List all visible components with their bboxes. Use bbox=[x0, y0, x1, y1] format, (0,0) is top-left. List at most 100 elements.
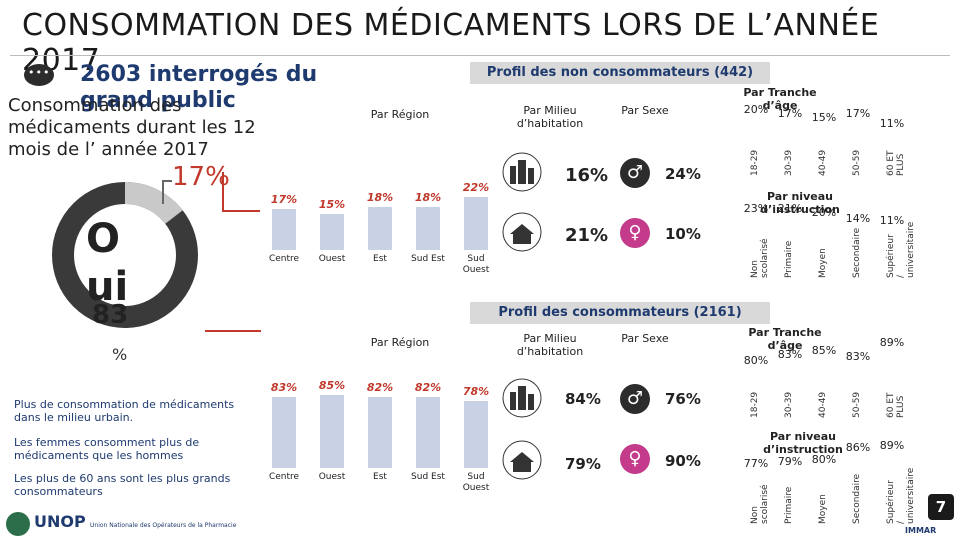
cons-region-title: Par Région bbox=[370, 336, 430, 349]
cons-female-value: 90% bbox=[665, 452, 701, 470]
cons-region-bar-label: Sud Est bbox=[411, 472, 445, 482]
non-region-bar-label: Centre bbox=[268, 254, 300, 264]
unop-logo bbox=[6, 512, 30, 536]
cons-region-bar bbox=[272, 396, 296, 468]
note-age: Les plus de 60 ans sont les plus grands … bbox=[14, 472, 231, 498]
oui-label: O ui bbox=[86, 216, 129, 310]
cons-region-bar bbox=[464, 400, 488, 468]
non-region-bar bbox=[416, 206, 440, 250]
non-region-bar-value: 18% bbox=[414, 190, 442, 204]
cons-age-value: 80% bbox=[743, 354, 769, 367]
cons-age-value: 83% bbox=[845, 350, 871, 363]
consumption-question: Consommation des médicaments durant les … bbox=[8, 95, 256, 160]
title-divider bbox=[10, 55, 950, 56]
cons-edu-label: Moyen bbox=[818, 494, 828, 524]
cons-urban-value: 84% bbox=[565, 390, 601, 408]
cons-age-value: 83% bbox=[777, 348, 803, 361]
chat-bubble-icon bbox=[24, 64, 54, 86]
non-region-bar-label: Sud Ouest bbox=[462, 254, 490, 275]
cons-edu-value: 80% bbox=[811, 453, 837, 466]
non-region-bar-value: 22% bbox=[462, 181, 490, 195]
non-region-bar-label: Est bbox=[373, 254, 387, 264]
female-symbol-icon: ♀ bbox=[620, 218, 650, 248]
non-male-value: 24% bbox=[665, 165, 701, 183]
non-rural-value: 21% bbox=[565, 225, 609, 246]
cons-region-bar bbox=[416, 397, 440, 468]
note-women: Les femmes consomment plus de médicament… bbox=[14, 436, 200, 462]
urban-city-icon bbox=[502, 152, 542, 192]
cons-age-label: 18-29 bbox=[750, 391, 760, 418]
non-edu-label: Supérieur / universitaire bbox=[886, 221, 916, 278]
rural-house-icon bbox=[502, 212, 542, 252]
urban-city-icon bbox=[502, 378, 542, 418]
non-age-label: 40-49 bbox=[818, 149, 828, 176]
cons-edu-value: 79% bbox=[777, 455, 803, 468]
cons-milieu-title: Par Milieu d’habitation bbox=[516, 332, 584, 358]
male-symbol-icon: ♂ bbox=[620, 384, 650, 414]
cons-age-value: 89% bbox=[879, 336, 905, 349]
non-age-label: 18-29 bbox=[750, 149, 760, 176]
callout-line-oui bbox=[205, 330, 261, 332]
cons-age-label: 40-49 bbox=[818, 391, 828, 418]
non-age-label: 50-59 bbox=[852, 149, 862, 176]
cons-edu-title: Par niveau d’instruction bbox=[763, 430, 843, 456]
non-edu-value: 14% bbox=[845, 212, 871, 225]
non-region-bar-label: Sud Est bbox=[411, 254, 445, 264]
cons-edu-value: 77% bbox=[743, 457, 769, 470]
non-region-bar bbox=[368, 206, 392, 250]
cons-region-bar-label: Centre bbox=[268, 472, 300, 482]
rural-house-icon bbox=[502, 440, 542, 480]
cons-region-bar-label: Ouest bbox=[318, 472, 346, 482]
non-edu-value: 23% bbox=[743, 202, 769, 215]
non-region-title: Par Région bbox=[370, 108, 430, 121]
non-edu-title: Par niveau d’instruction bbox=[760, 190, 840, 216]
cons-edu-label: Non scolarisé bbox=[750, 484, 770, 524]
non-region-bar bbox=[464, 197, 488, 250]
unop-logo-text: UNOP bbox=[34, 512, 86, 531]
donut-non-arc bbox=[124, 182, 183, 225]
male-symbol-icon: ♂ bbox=[620, 158, 650, 188]
cons-edu-label: Secondaire bbox=[852, 473, 862, 524]
immar-logo: IMMAR bbox=[905, 526, 937, 535]
cons-region-bar-value: 85% bbox=[318, 378, 346, 392]
consumption-donut bbox=[52, 182, 198, 328]
cons-region-bar bbox=[320, 394, 344, 468]
cons-edu-label: Primaire bbox=[784, 486, 794, 524]
oui-percent-sign: % bbox=[112, 345, 128, 364]
non-edu-value: 20% bbox=[811, 206, 837, 219]
non-age-value: 17% bbox=[777, 107, 803, 120]
cons-region-bar-label: Est bbox=[373, 472, 387, 482]
non-callout-bracket bbox=[162, 180, 172, 204]
note-urban: Plus de consommation de médicaments dans… bbox=[14, 398, 235, 424]
non-age-value: 17% bbox=[845, 107, 871, 120]
non-region-bar-value: 17% bbox=[270, 193, 298, 207]
unop-logo-subtitle: Union Nationale des Opérateurs de la Pha… bbox=[90, 522, 237, 529]
non-region-bar-label: Ouest bbox=[318, 254, 346, 264]
non-age-label: 30-39 bbox=[784, 149, 794, 176]
cons-edu-value: 86% bbox=[845, 441, 871, 454]
cons-age-title: Par Tranche d’âge bbox=[748, 326, 822, 352]
non-sexe-title: Par Sexe bbox=[621, 104, 669, 117]
non-urban-value: 16% bbox=[565, 165, 609, 186]
cons-age-label: 30-39 bbox=[784, 391, 794, 418]
cons-age-value: 85% bbox=[811, 344, 837, 357]
non-age-value: 20% bbox=[743, 103, 769, 116]
non-female-value: 10% bbox=[665, 225, 701, 243]
cons-region-bar-value: 83% bbox=[270, 380, 298, 394]
cons-edu-label: Supérieur / universitaire bbox=[886, 467, 916, 524]
chat-dots: ••• bbox=[28, 66, 51, 79]
non-edu-value: 11% bbox=[879, 214, 905, 227]
cons-sexe-title: Par Sexe bbox=[621, 332, 669, 345]
non-edu-label: Primaire bbox=[784, 240, 794, 278]
cons-region-bar-value: 82% bbox=[366, 381, 394, 395]
non-milieu-title: Par Milieu d’habitation bbox=[516, 104, 584, 130]
page-title: CONSOMMATION DES MÉDICAMENTS LORS DE L’A… bbox=[22, 8, 880, 78]
non-age-value: 11% bbox=[879, 117, 905, 130]
cons-region-bar bbox=[368, 397, 392, 468]
page-number: 7 bbox=[928, 494, 954, 520]
non-region-bar bbox=[272, 209, 296, 250]
non-edu-value: 21% bbox=[777, 202, 803, 215]
non-consumers-banner: Profil des non consommateurs (442) bbox=[470, 62, 770, 84]
sample-size: 2603 interrogés du grand public bbox=[80, 62, 318, 113]
cons-age-label: 50-59 bbox=[852, 391, 862, 418]
